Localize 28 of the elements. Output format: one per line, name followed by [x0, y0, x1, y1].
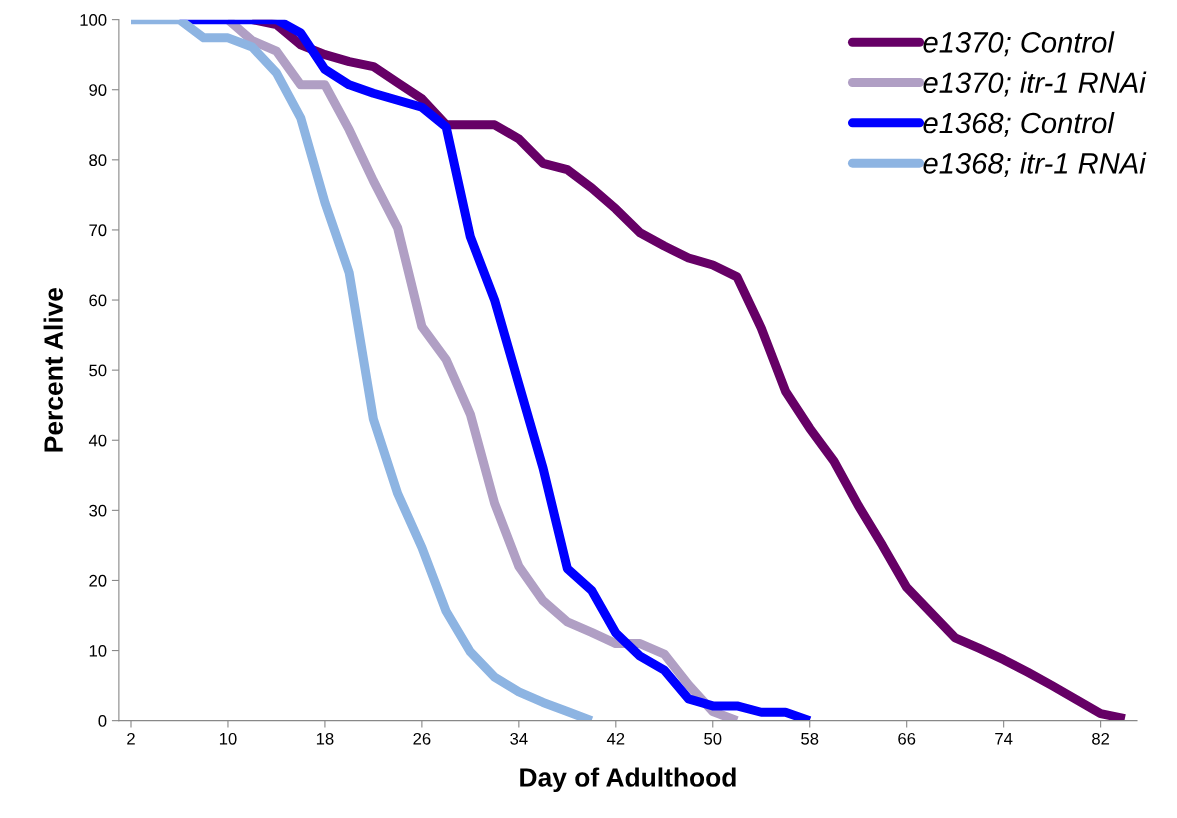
x-tick-label: 18: [316, 732, 334, 745]
y-tick-label: 100: [80, 14, 107, 26]
x-tick-label: 74: [995, 733, 1013, 745]
y-tick-label: 80: [89, 154, 107, 167]
x-tick-label: 58: [801, 732, 819, 745]
x-tick-label: 26: [413, 732, 431, 745]
y-tick-label: 50: [89, 364, 107, 377]
legend-label: e1368; itr-1 RNAi: [923, 152, 1147, 178]
x-axis-title: Day of Adulthood: [520, 767, 736, 793]
legend-label: e1370; Control: [923, 31, 1115, 57]
y-tick-label: 0: [98, 715, 107, 727]
y-axis-title: Percent Alive: [43, 287, 63, 452]
x-tick-label: 42: [606, 732, 625, 745]
x-tick-label: 50: [704, 732, 722, 745]
legend-label: e1368; Control: [923, 111, 1115, 137]
x-tick-label: 10: [219, 732, 237, 745]
x-tick-label: 2: [127, 732, 135, 745]
y-tick-label: 90: [89, 84, 107, 96]
x-tick-label: 34: [510, 732, 528, 745]
y-tick-label: 70: [89, 224, 107, 237]
x-tick-label: 82: [1092, 732, 1110, 745]
y-tick-label: 10: [89, 644, 107, 657]
y-tick-label: 60: [89, 294, 107, 307]
x-tick-label: 66: [898, 732, 916, 745]
y-tick-label: 40: [88, 434, 107, 447]
y-tick-label: 20: [89, 574, 107, 587]
y-tick-label: 30: [89, 504, 107, 517]
legend-label: e1370; itr-1 RNAi: [923, 71, 1147, 97]
